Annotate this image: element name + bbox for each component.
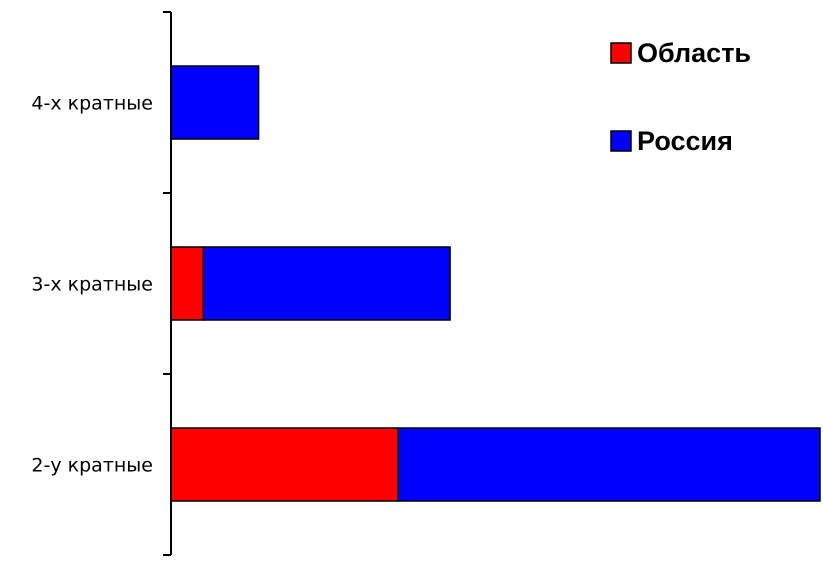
legend-swatch xyxy=(610,42,632,64)
legend: Область Россия xyxy=(610,38,751,156)
category-label: 4-х кратные xyxy=(31,93,153,115)
category-axis xyxy=(163,11,172,556)
category-labels: 2-у кратные 3-х кратные 4-х кратные xyxy=(31,93,153,477)
bars-group xyxy=(170,65,821,502)
bar-Россия-4-х кратные xyxy=(170,65,260,140)
bar-Россия-2-у кратные xyxy=(397,427,821,502)
legend-label: Россия xyxy=(637,126,733,156)
category-label: 2-у кратные xyxy=(31,455,153,477)
bar-Область-2-у кратные xyxy=(170,427,399,502)
bar-Область-3-х кратные xyxy=(170,246,205,321)
bar-Россия-3-х кратные xyxy=(202,246,451,321)
category-label: 3-х кратные xyxy=(31,274,153,296)
legend-label: Область xyxy=(637,38,751,68)
legend-swatch xyxy=(610,130,632,152)
